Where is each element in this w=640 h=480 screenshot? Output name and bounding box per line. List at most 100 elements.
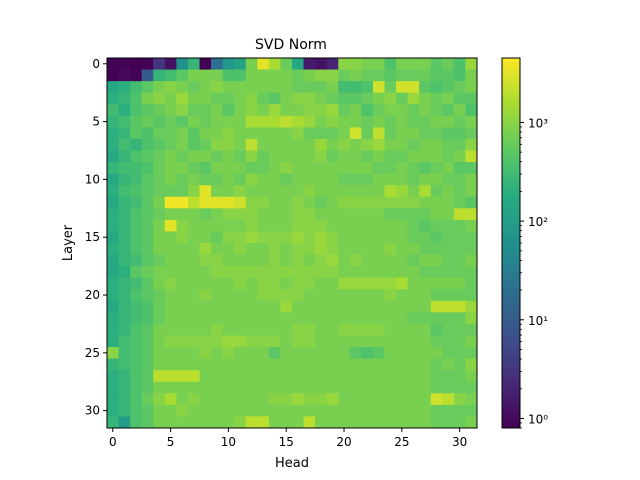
heatmap-cell <box>187 381 200 394</box>
heatmap-cell <box>234 127 247 140</box>
heatmap-cell <box>187 115 200 128</box>
heatmap-cell <box>176 69 189 82</box>
heatmap-cell <box>187 266 200 279</box>
heatmap-cell <box>396 393 409 406</box>
heatmap-cell <box>349 289 362 302</box>
heatmap-cell <box>361 335 374 348</box>
colorbar-segment <box>502 187 520 192</box>
heatmap-cell <box>372 404 385 417</box>
heatmap-cell <box>118 335 131 348</box>
heatmap-cell <box>268 266 281 279</box>
heatmap-cell <box>349 335 362 348</box>
heatmap-cell <box>315 277 328 290</box>
heatmap-cell <box>315 104 328 117</box>
heatmap-cell <box>372 81 385 94</box>
heatmap-cell <box>419 277 432 290</box>
heatmap-cell <box>268 138 281 151</box>
heatmap-cell <box>176 335 189 348</box>
heatmap-cell <box>303 347 316 360</box>
colorbar-segment <box>502 366 520 370</box>
heatmap-cell <box>234 358 247 371</box>
heatmap-cell <box>245 416 258 429</box>
heatmap-cell <box>118 231 131 244</box>
colorbar-segment <box>502 394 520 398</box>
heatmap-cell <box>199 300 212 313</box>
heatmap-cell <box>268 404 281 417</box>
heatmap-cell <box>130 58 143 70</box>
heatmap-cell <box>349 173 362 186</box>
heatmap-cell <box>407 370 420 383</box>
heatmap-cell <box>315 127 328 140</box>
colorbar-segment <box>502 239 520 244</box>
heatmap-cell <box>442 289 455 302</box>
heatmap-cell <box>396 92 409 105</box>
heatmap-cell <box>164 312 177 325</box>
heatmap-cell <box>234 92 247 105</box>
heatmap-cell <box>211 92 224 105</box>
heatmap-cell <box>407 300 420 313</box>
heatmap-cell <box>211 127 224 140</box>
heatmap-cell <box>187 173 200 186</box>
heatmap-cell <box>199 416 212 429</box>
heatmap-cell <box>199 347 212 360</box>
heatmap-cell <box>153 173 166 186</box>
heatmap-cell <box>211 243 224 255</box>
heatmap-cell <box>187 323 200 336</box>
heatmap-cell <box>407 150 420 163</box>
heatmap-cell <box>292 358 304 371</box>
colorbar-tick-label: 10² <box>528 215 548 229</box>
heatmap-cell <box>199 381 212 394</box>
heatmap-cell <box>130 127 143 140</box>
heatmap-cell <box>211 162 224 175</box>
heatmap-cell <box>211 370 224 383</box>
colorbar-segment <box>502 267 520 272</box>
heatmap-cell <box>234 162 247 175</box>
heatmap-cell <box>176 58 189 70</box>
colorbar-segment <box>502 350 520 355</box>
heatmap-cell <box>234 208 247 221</box>
colorbar-segment <box>502 128 520 133</box>
heatmap-cell <box>187 150 200 163</box>
heatmap-cell <box>338 69 351 82</box>
heatmap-cell <box>257 370 270 383</box>
heatmap-cell <box>130 162 143 175</box>
heatmap-cell <box>326 69 339 82</box>
heatmap-cell <box>234 185 247 198</box>
heatmap-cell <box>303 92 316 105</box>
heatmap-cell <box>453 127 466 140</box>
heatmap-cell <box>257 127 270 140</box>
heatmap-cell <box>199 231 212 244</box>
heatmap-cell <box>245 104 258 117</box>
colorbar-segment <box>502 98 520 102</box>
heatmap-cell <box>141 127 154 140</box>
heatmap-cell <box>153 104 166 117</box>
heatmap-cell <box>164 370 177 383</box>
heatmap-cell <box>349 92 362 105</box>
heatmap-cell <box>211 196 224 209</box>
heatmap-cell <box>141 185 154 198</box>
heatmap-cell <box>245 370 258 383</box>
heatmap-cell <box>442 358 455 371</box>
heatmap-cell <box>153 115 166 128</box>
heatmap-cell <box>430 92 443 105</box>
colorbar-segment <box>502 236 520 241</box>
heatmap-cell <box>292 416 304 429</box>
heatmap-cell <box>465 173 478 186</box>
heatmap-cell <box>465 69 478 82</box>
heatmap-cell <box>176 81 189 94</box>
heatmap-cell <box>130 404 143 417</box>
y-tick-label: 0 <box>92 57 100 71</box>
heatmap-cell <box>211 393 224 406</box>
heatmap-cell <box>349 219 362 232</box>
colorbar-segment <box>502 391 520 395</box>
heatmap-cell <box>153 381 166 394</box>
heatmap-cell <box>407 347 420 360</box>
heatmap-cell <box>349 358 362 371</box>
heatmap-cell <box>280 254 293 267</box>
heatmap-cell <box>372 312 385 325</box>
heatmap-cell <box>303 323 316 336</box>
colorbar-segment <box>502 286 520 290</box>
heatmap-cell <box>153 347 166 360</box>
heatmap-cell <box>245 289 258 302</box>
heatmap-cell <box>222 416 235 429</box>
